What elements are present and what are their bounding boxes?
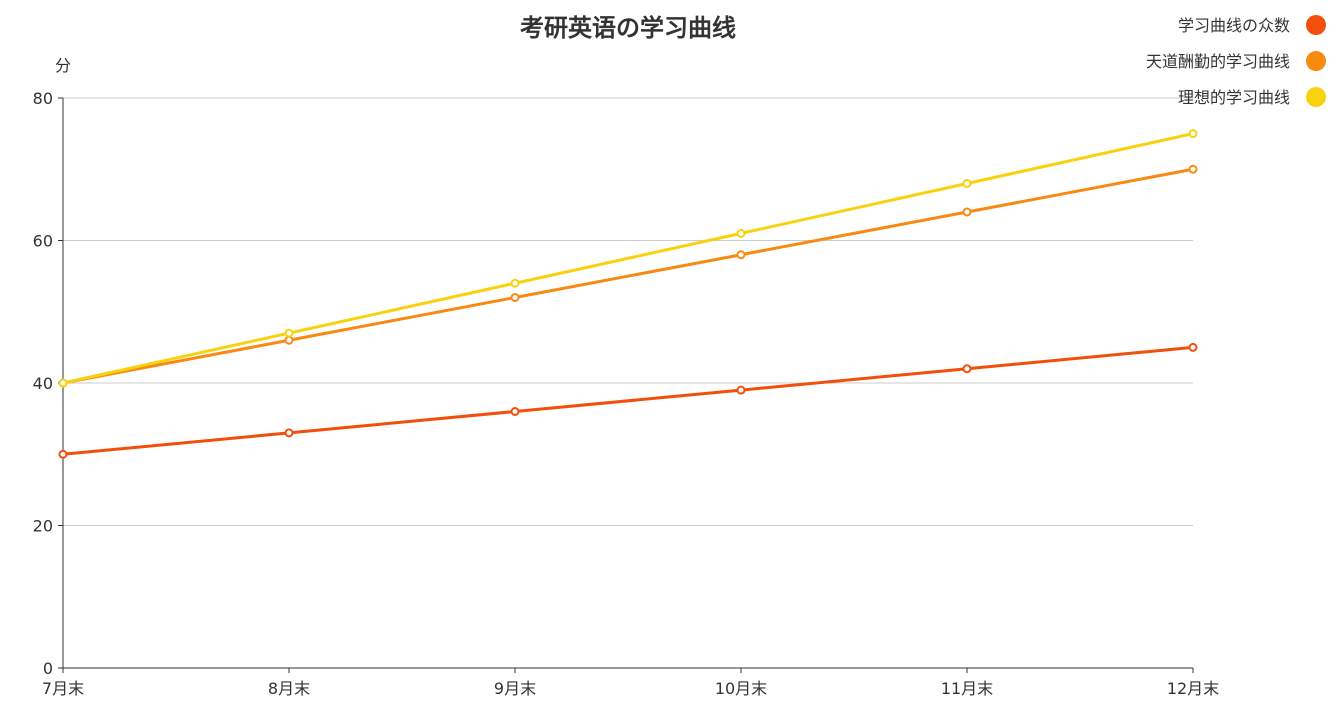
data-point[interactable] bbox=[1188, 129, 1198, 139]
series-lines bbox=[58, 129, 1198, 459]
series-group bbox=[58, 129, 1198, 388]
data-point[interactable] bbox=[736, 228, 746, 238]
legend-marker bbox=[1306, 87, 1326, 107]
grid-lines bbox=[63, 97, 1193, 526]
y-tick-label: 80 bbox=[33, 89, 53, 108]
data-point[interactable] bbox=[736, 385, 746, 395]
legend-label: 天道酬勤的学习曲线 bbox=[1146, 52, 1290, 71]
chart-title: 考研英语の学习曲线 bbox=[520, 14, 736, 42]
data-point[interactable] bbox=[962, 364, 972, 374]
x-tick-label: 8月末 bbox=[268, 679, 310, 698]
y-tick-label: 60 bbox=[33, 232, 53, 251]
data-point[interactable] bbox=[284, 335, 294, 345]
data-point[interactable] bbox=[284, 428, 294, 438]
data-point[interactable] bbox=[284, 328, 294, 338]
legend-label: 理想的学习曲线 bbox=[1178, 88, 1290, 107]
data-point[interactable] bbox=[1188, 342, 1198, 352]
series-group bbox=[58, 342, 1198, 459]
series-line bbox=[62, 132, 1194, 385]
axes: 0 20 40 60 80 7月末 8月末 9月末 10月末 11月末 12月末 bbox=[33, 89, 1220, 698]
y-tick-label: 20 bbox=[33, 517, 53, 536]
data-point[interactable] bbox=[58, 449, 68, 459]
legend-marker bbox=[1306, 51, 1326, 71]
y-tick-label: 40 bbox=[33, 374, 53, 393]
series-line bbox=[62, 167, 1194, 385]
x-tick-label: 10月末 bbox=[715, 679, 767, 698]
data-point[interactable] bbox=[510, 293, 520, 302]
data-point[interactable] bbox=[510, 278, 520, 288]
x-tick-label: 7月末 bbox=[42, 679, 84, 698]
legend-item[interactable]: 天道酬勤的学习曲线 bbox=[1146, 51, 1326, 71]
legend-item[interactable]: 理想的学习曲线 bbox=[1178, 87, 1326, 107]
series-group bbox=[58, 164, 1198, 388]
series-line bbox=[62, 345, 1194, 456]
legend-item[interactable]: 学习曲线の众数 bbox=[1178, 15, 1326, 35]
data-point[interactable] bbox=[962, 179, 972, 188]
x-tick-label: 12月末 bbox=[1167, 679, 1219, 698]
legend-label: 学习曲线の众数 bbox=[1178, 16, 1290, 35]
data-point[interactable] bbox=[1188, 164, 1198, 174]
data-point[interactable] bbox=[736, 250, 746, 260]
x-tick-label: 11月末 bbox=[941, 679, 993, 698]
data-point[interactable] bbox=[510, 407, 520, 416]
legend-marker bbox=[1306, 15, 1326, 35]
data-point[interactable] bbox=[58, 378, 68, 388]
y-axis-name: 分 bbox=[55, 56, 71, 75]
data-point[interactable] bbox=[962, 207, 972, 217]
x-tick-label: 9月末 bbox=[494, 679, 536, 698]
y-tick-label: 0 bbox=[43, 659, 53, 678]
